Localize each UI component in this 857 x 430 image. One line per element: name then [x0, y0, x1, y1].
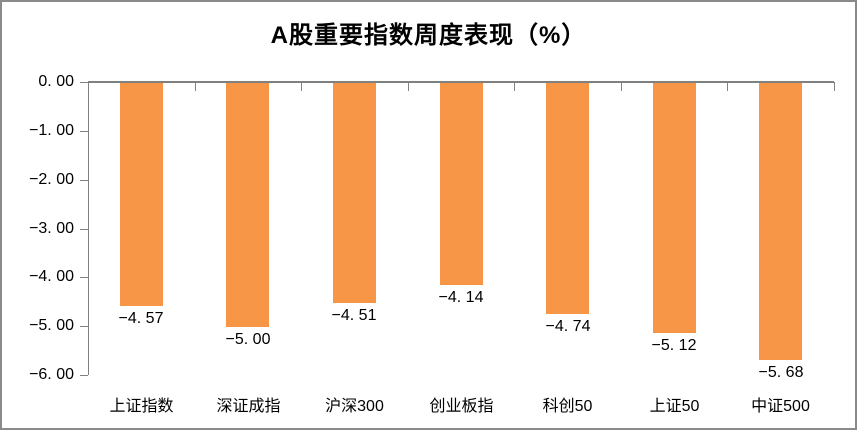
category-label: 深证成指	[216, 398, 281, 415]
bar-value-label: −4. 74	[545, 318, 591, 335]
bar-value-label: −4. 57	[118, 310, 164, 327]
y-tick-label: −3. 00	[29, 220, 74, 237]
category-axis-tick	[834, 82, 835, 91]
bar	[546, 83, 589, 314]
category-axis-tick	[408, 82, 409, 91]
bar	[120, 83, 163, 306]
zero-axis-line	[88, 81, 834, 83]
y-tick-label: −6. 00	[29, 366, 74, 383]
bar-value-label: −4. 14	[438, 289, 484, 306]
y-axis-tick	[80, 180, 88, 181]
y-axis-tick	[80, 131, 88, 132]
y-axis-tick	[80, 277, 88, 278]
y-axis-line	[88, 82, 89, 375]
category-axis-tick	[727, 82, 728, 91]
y-axis-tick	[80, 326, 88, 327]
y-tick-label: −2. 00	[29, 171, 74, 188]
bar-value-label: −5. 00	[225, 331, 271, 348]
bar-value-label: −5. 12	[651, 337, 697, 354]
category-axis-tick	[301, 82, 302, 91]
category-axis-tick	[195, 82, 196, 91]
category-axis-tick	[88, 82, 89, 91]
category-label: 沪深300	[325, 398, 384, 415]
category-label: 创业板指	[429, 398, 494, 415]
y-axis-tick	[80, 375, 88, 376]
bar	[759, 83, 802, 360]
category-label: 上证50	[649, 398, 700, 415]
y-tick-label: −5. 00	[29, 317, 74, 334]
category-label: 科创50	[542, 398, 593, 415]
y-axis-tick	[80, 82, 88, 83]
y-tick-label: 0. 00	[38, 73, 74, 90]
category-label: 上证指数	[109, 398, 174, 415]
category-label: 中证500	[751, 398, 810, 415]
y-tick-label: −1. 00	[29, 122, 74, 139]
bar	[333, 83, 376, 303]
category-axis-tick	[621, 82, 622, 91]
category-axis-tick	[514, 82, 515, 91]
bar-value-label: −4. 51	[331, 307, 377, 324]
y-tick-label: −4. 00	[29, 268, 74, 285]
chart-title: A股重要指数周度表现（%）	[270, 22, 587, 49]
bar-value-label: −5. 68	[758, 364, 804, 381]
bar	[226, 83, 269, 327]
bar	[440, 83, 483, 285]
y-axis-tick	[80, 229, 88, 230]
bar	[653, 83, 696, 333]
